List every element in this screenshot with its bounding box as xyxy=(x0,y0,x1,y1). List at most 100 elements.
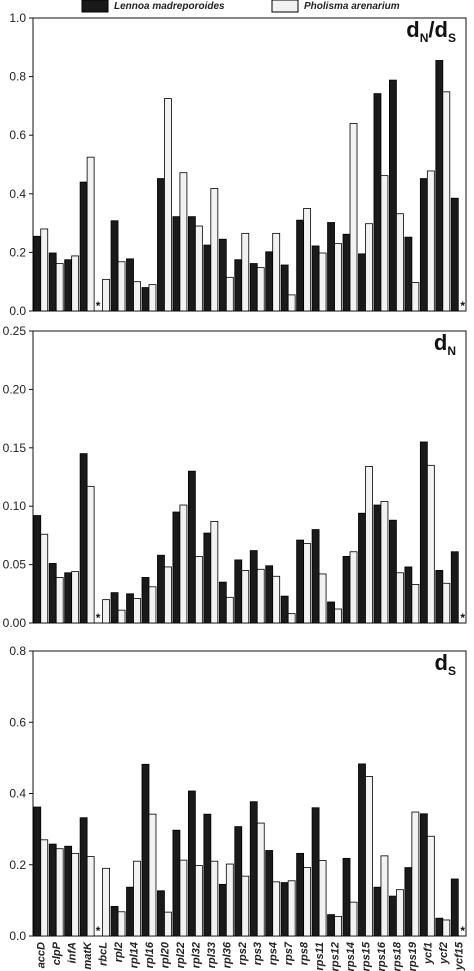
bar-ds-rps2-lennoa xyxy=(234,826,243,937)
bar-dnds-rpl32-lennoa xyxy=(187,216,196,312)
legend-label-lennoa: Lennoa madreporoides xyxy=(114,1,225,12)
bar-dnds-rps16-pholisma xyxy=(380,175,389,312)
bar-dn-rpl32-lennoa xyxy=(187,470,196,624)
bar-dnds-rps18-pholisma xyxy=(396,213,404,312)
bar-ds-rps19-lennoa xyxy=(404,867,413,937)
bar-dnds-rpl2-lennoa xyxy=(110,220,119,312)
bar-dn-rps2-pholisma xyxy=(241,570,250,624)
bar-dnds-ycf2-lennoa xyxy=(435,60,444,312)
bar-dn-rpl32-pholisma xyxy=(194,556,203,624)
xtick-label-rps8: rps8 xyxy=(299,941,311,965)
ytick-label-dnds-4: 0.8 xyxy=(9,70,26,84)
xtick-label-rps16: rps16 xyxy=(376,941,388,971)
xtick-label-rps18: rps18 xyxy=(391,941,403,971)
bar-dn-rps18-lennoa xyxy=(389,519,397,624)
bar-dn-infA-pholisma xyxy=(71,571,80,624)
bar-dn-rpl20-pholisma xyxy=(164,566,172,624)
bar-dnds-accD-pholisma xyxy=(40,228,49,312)
bar-ds-matK-pholisma xyxy=(86,856,95,937)
bar-dn-ycf15-lennoa xyxy=(450,551,459,624)
ytick-label-dn-0: 0.00 xyxy=(3,616,27,630)
xtick-label-ycf2: ycf2 xyxy=(438,942,450,965)
ytick-label-dnds-2: 0.4 xyxy=(9,187,26,201)
bar-dnds-rps16-lennoa xyxy=(373,93,382,312)
bar-ds-ycf1-pholisma xyxy=(426,835,435,937)
bar-ds-accD-lennoa xyxy=(33,806,42,937)
bar-dnds-rps15-lennoa xyxy=(358,253,366,312)
bar-dnds-rps11-pholisma xyxy=(318,252,327,312)
bar-dnds-matK-lennoa xyxy=(79,181,88,312)
bar-ds-infA-pholisma xyxy=(71,852,80,937)
bar-dn-rps3-pholisma xyxy=(256,568,265,624)
ytick-label-dn-4: 0.20 xyxy=(3,382,27,396)
bar-dn-rps4-pholisma xyxy=(272,575,281,624)
xtick-label-ycf1: ycf1 xyxy=(422,942,434,965)
bar-dnds-ycf1-pholisma xyxy=(426,170,435,312)
bar-dnds-rps4-lennoa xyxy=(265,251,274,312)
bar-dnds-rpl14-lennoa xyxy=(126,258,134,312)
bar-dn-rps8-lennoa xyxy=(296,539,305,624)
bar-dnds-infA-lennoa xyxy=(64,259,73,312)
bar-ds-rps12-lennoa xyxy=(327,914,335,937)
bar-ds-ycf1-lennoa xyxy=(419,813,428,937)
bar-dn-ycf1-lennoa xyxy=(419,441,428,624)
bar-dnds-rps11-lennoa xyxy=(311,245,320,312)
bar-dnds-ycf15-lennoa xyxy=(450,197,459,312)
bar-dn-rps8-pholisma xyxy=(303,543,312,624)
bar-dn-rbcL-pholisma xyxy=(102,599,110,624)
bar-dn-rps2-lennoa xyxy=(234,559,243,624)
bar-ds-rps8-lennoa xyxy=(296,852,305,937)
bar-dnds-rpl2-pholisma xyxy=(117,261,126,312)
bar-ds-ycf2-pholisma xyxy=(442,919,451,937)
bar-dn-infA-lennoa xyxy=(64,572,73,624)
bar-ds-rpl16-lennoa xyxy=(141,763,150,937)
bar-ds-rps8-pholisma xyxy=(303,867,312,937)
xtick-label-rpl32: rpl32 xyxy=(190,942,202,968)
bar-ds-rps11-pholisma xyxy=(318,860,327,937)
xtick-label-accD: accD xyxy=(36,942,48,968)
xtick-label-rps15: rps15 xyxy=(360,941,372,971)
ytick-label-dnds-1: 0.2 xyxy=(9,245,26,259)
bar-ds-rps4-pholisma xyxy=(272,881,281,937)
legend-swatch-lennoa xyxy=(81,0,109,13)
xtick-label-rbcL: rbcL xyxy=(98,942,110,966)
xtick-label-rpl36: rpl36 xyxy=(221,941,233,968)
bar-dn-ycf2-lennoa xyxy=(435,570,444,624)
xtick-label-rpl22: rpl22 xyxy=(175,942,187,968)
bar-ds-rpl33-pholisma xyxy=(210,860,219,937)
bar-dnds-rps12-lennoa xyxy=(327,222,335,312)
panel-ds: 0.0 0.2 0.4 0.6 0.8 * * dS xyxy=(9,644,467,943)
bar-ds-rpl22-lennoa xyxy=(172,829,181,937)
bar-dn-rpl14-lennoa xyxy=(126,593,134,624)
bar-dn-clpP-pholisma xyxy=(55,577,64,624)
bar-dn-rpl33-lennoa xyxy=(203,532,212,624)
panel-dn: 0.00 0.05 0.10 0.15 0.20 0.25 * * dN xyxy=(3,324,467,630)
ytick-label-ds-4: 0.8 xyxy=(9,644,26,658)
bar-dnds-rpl22-lennoa xyxy=(172,216,181,312)
bar-ds-rpl36-lennoa xyxy=(218,883,227,937)
xtick-label-rpl33: rpl33 xyxy=(206,942,218,968)
missing-marker-dnds-ycf15: * xyxy=(460,299,465,313)
bar-ds-clpP-lennoa xyxy=(48,843,57,937)
bar-dnds-rps3-pholisma xyxy=(256,267,265,312)
bar-ds-rps2-pholisma xyxy=(241,875,250,937)
bar-dnds-accD-lennoa xyxy=(33,235,42,312)
xtick-label-rpl2: rpl2 xyxy=(113,942,125,962)
xtick-label-rps19: rps19 xyxy=(407,941,419,971)
bar-dnds-rpl16-lennoa xyxy=(141,287,150,312)
bar-dn-accD-lennoa xyxy=(33,515,42,624)
ytick-label-dnds-3: 0.6 xyxy=(9,128,26,142)
bar-ds-rps14-pholisma xyxy=(349,901,358,937)
bar-dnds-clpP-pholisma xyxy=(55,263,64,312)
bar-dnds-rps19-pholisma xyxy=(411,282,420,312)
bar-dn-rpl20-lennoa xyxy=(157,554,165,624)
bar-dnds-ycf1-lennoa xyxy=(419,178,428,312)
bar-dn-matK-pholisma xyxy=(86,485,95,624)
xtick-label-rps4: rps4 xyxy=(268,942,280,965)
bar-dn-rpl16-lennoa xyxy=(141,577,150,624)
bar-dnds-rbcL-pholisma xyxy=(102,278,110,312)
bar-dn-rps15-pholisma xyxy=(365,466,373,624)
ytick-label-dn-5: 0.25 xyxy=(3,324,27,338)
bar-dn-rps16-lennoa xyxy=(373,504,382,624)
bar-dnds-rpl33-pholisma xyxy=(210,188,219,312)
